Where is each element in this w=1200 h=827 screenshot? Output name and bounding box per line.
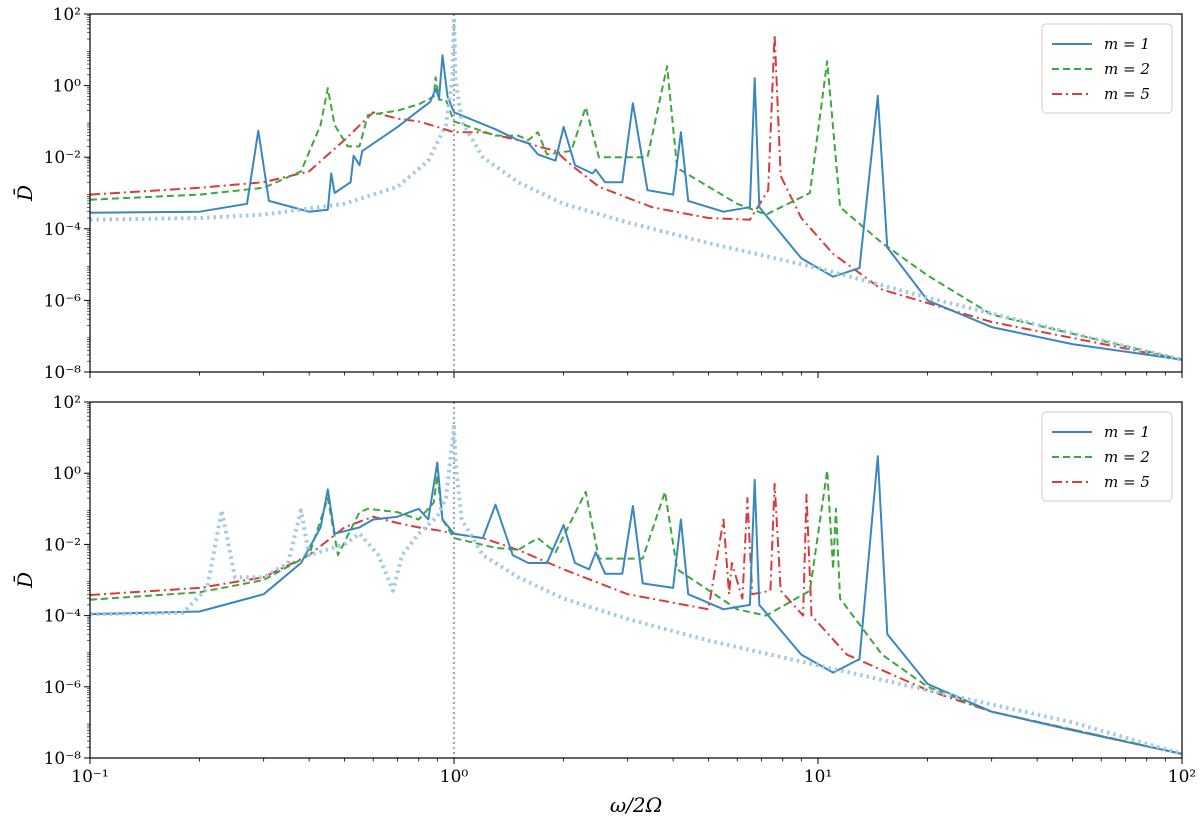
axes-frame bbox=[89, 13, 1183, 373]
legend-box bbox=[1041, 23, 1173, 114]
series-line-m=2 bbox=[90, 60, 1182, 361]
series-line-reference-dotted bbox=[90, 424, 1182, 756]
y-tick-label: 10⁻⁶ bbox=[44, 678, 82, 698]
y-tick-label: 10² bbox=[53, 5, 81, 25]
x-tick-label: 10¹ bbox=[804, 767, 832, 787]
y-tick-label: 10⁻⁸ bbox=[44, 749, 82, 769]
y-tick-label: 10⁻² bbox=[44, 535, 81, 555]
legend: m = 1 m = 2 m = 5 bbox=[1041, 411, 1173, 502]
panel-bottom: 10⁻¹ 10⁰ 10¹ 10² 10⁻⁸ 10⁻⁶ 10⁻⁴ 10⁻² 10⁰ 10² D̄ ω/2… bbox=[12, 393, 1196, 817]
y-tick-label: 10⁻² bbox=[44, 148, 81, 168]
y-tick-label: 10⁻⁴ bbox=[44, 607, 82, 627]
legend-box bbox=[1041, 411, 1173, 502]
series-line-m=5 bbox=[90, 482, 1182, 755]
y-axis-label: D̄ bbox=[12, 572, 37, 589]
legend-label: m = 5 bbox=[1104, 85, 1150, 103]
legend-label: m = 2 bbox=[1104, 448, 1150, 466]
series-line-m=2 bbox=[90, 469, 1182, 755]
x-axis-label: ω/2Ω bbox=[610, 793, 662, 817]
series-line-m=5 bbox=[90, 33, 1182, 361]
axes-frame bbox=[89, 401, 1183, 759]
legend-label: m = 5 bbox=[1104, 473, 1150, 491]
y-tick-label: 10⁻⁶ bbox=[44, 291, 82, 311]
series-line-reference-dotted bbox=[90, 15, 1182, 362]
y-tick-label: 10⁰ bbox=[53, 77, 82, 97]
y-tick-label: 10⁻⁸ bbox=[44, 363, 82, 383]
y-axis-label: D̄ bbox=[12, 185, 37, 202]
y-tick-label: 10⁰ bbox=[53, 464, 82, 484]
y-tick-label: 10² bbox=[53, 393, 81, 413]
legend: m = 1 m = 2 m = 5 bbox=[1041, 23, 1173, 114]
y-tick-label: 10⁻⁴ bbox=[44, 220, 82, 240]
x-tick-label: 10⁻¹ bbox=[71, 767, 108, 787]
panel-top: 10⁻⁸ 10⁻⁶ 10⁻⁴ 10⁻² 10⁰ 10² D̄ m = 1 m = 2 m = 5 bbox=[12, 5, 1183, 383]
series-line-m=1 bbox=[90, 54, 1182, 361]
legend-label: m = 1 bbox=[1104, 423, 1150, 441]
legend-label: m = 2 bbox=[1104, 60, 1150, 78]
series-line-m=1 bbox=[90, 455, 1182, 755]
legend-label: m = 1 bbox=[1104, 35, 1150, 53]
x-tick-label: 10⁰ bbox=[440, 767, 469, 787]
x-tick-label: 10² bbox=[1168, 767, 1196, 787]
